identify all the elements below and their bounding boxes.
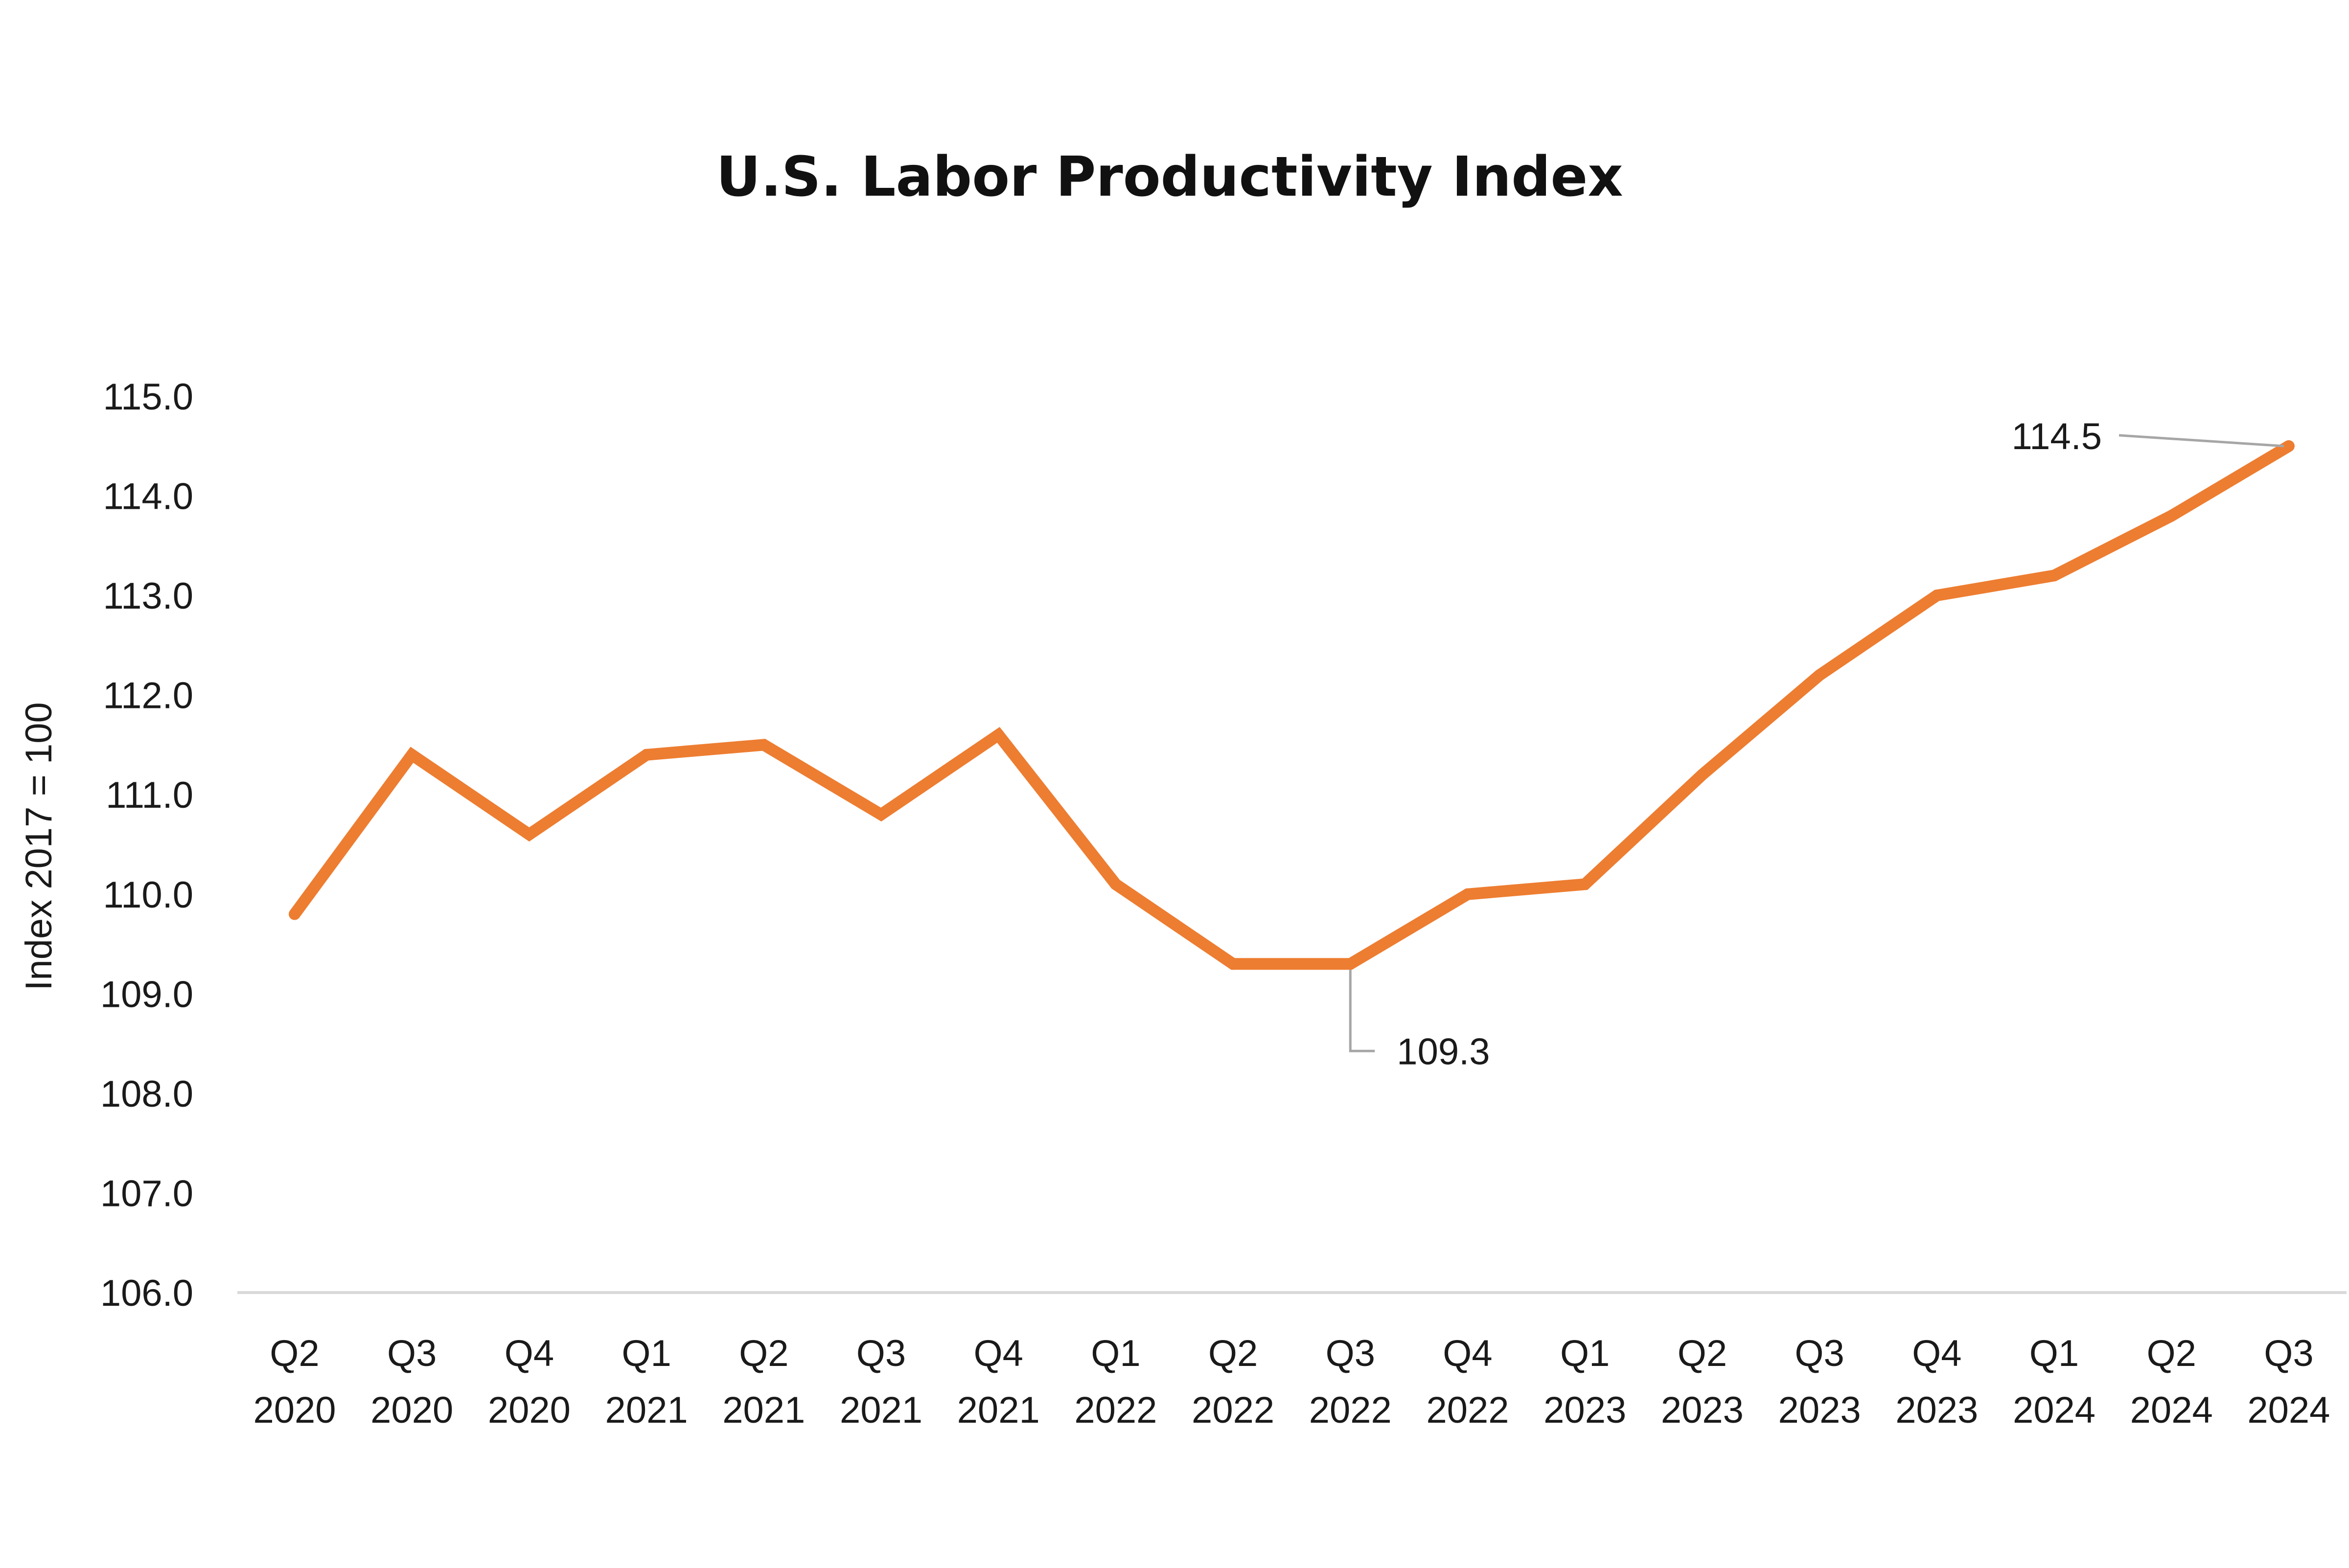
data-point <box>2048 569 2060 582</box>
x-tick-label-year: 2022 <box>1192 1389 1274 1431</box>
data-point <box>2165 510 2178 522</box>
x-tick-label-quarter: Q2 <box>1208 1333 1258 1374</box>
data-point <box>1579 878 1591 890</box>
y-axis-title: Index 2017 = 100 <box>18 702 60 991</box>
x-tick-label-quarter: Q1 <box>1560 1333 1610 1374</box>
y-tick-label: 112.0 <box>103 675 193 717</box>
x-tick-label-quarter: Q4 <box>1443 1333 1492 1374</box>
x-tick-label-year: 2024 <box>2247 1389 2330 1431</box>
data-label-min: 109.3 <box>1397 1031 1490 1072</box>
data-label-max: 114.5 <box>2011 416 2102 457</box>
data-point <box>523 828 535 841</box>
data-point <box>1814 669 1826 681</box>
data-point <box>406 749 418 761</box>
data-point <box>1462 888 1474 900</box>
data-point <box>1344 958 1357 970</box>
x-tick-label-quarter: Q3 <box>1795 1333 1844 1374</box>
chart-title: U.S. Labor Productivity Index <box>716 145 1623 209</box>
series-layer <box>289 440 2295 970</box>
y-tick-label: 113.0 <box>103 575 193 617</box>
y-tick-label: 114.0 <box>103 476 193 518</box>
series-line <box>290 441 2292 970</box>
x-tick-label-quarter: Q3 <box>2264 1333 2313 1374</box>
x-tick-label-quarter: Q3 <box>856 1333 906 1374</box>
y-tick-label: 108.0 <box>100 1073 193 1115</box>
x-tick-label-quarter: Q4 <box>1912 1333 1961 1374</box>
x-tick-label-year: 2021 <box>957 1389 1040 1431</box>
x-tick-label-quarter: Q2 <box>270 1333 319 1374</box>
data-point <box>1109 878 1122 890</box>
data-point <box>1227 958 1239 970</box>
x-tick-label-year: 2020 <box>488 1389 571 1431</box>
x-tick-label-year: 2023 <box>1661 1389 1744 1431</box>
data-point <box>1931 590 1943 602</box>
x-tick-label-quarter: Q3 <box>1326 1333 1375 1374</box>
x-tick-label-year: 2023 <box>1543 1389 1626 1431</box>
x-tick-label-quarter: Q1 <box>1091 1333 1140 1374</box>
x-tick-label-quarter: Q2 <box>1678 1333 1727 1374</box>
data-point <box>2282 440 2295 452</box>
y-tick-label: 115.0 <box>103 376 193 418</box>
x-tick-label-quarter: Q2 <box>2147 1333 2196 1374</box>
x-tick-label-quarter: Q4 <box>974 1333 1023 1374</box>
y-tick-label: 111.0 <box>106 774 193 816</box>
data-point <box>875 808 887 820</box>
x-tick-label-year: 2024 <box>2013 1389 2096 1431</box>
x-tick-label-quarter: Q3 <box>387 1333 437 1374</box>
data-point <box>1696 769 1708 781</box>
x-tick-label-year: 2022 <box>1074 1389 1157 1431</box>
x-tick-label-year: 2020 <box>253 1389 336 1431</box>
x-tick-label-year: 2020 <box>370 1389 453 1431</box>
x-tick-label-year: 2021 <box>605 1389 688 1431</box>
annotation-layer: 109.3 114.5 <box>1349 416 2284 1072</box>
x-tick-label-quarter: Q1 <box>2029 1333 2079 1374</box>
x-tick-label-quarter: Q1 <box>622 1333 671 1374</box>
data-point <box>289 908 300 920</box>
x-tick-label-year: 2024 <box>2130 1389 2213 1431</box>
x-tick-label-year: 2021 <box>722 1389 805 1431</box>
y-tick-label: 107.0 <box>100 1173 193 1214</box>
axis-layer: 106.0 107.0 108.0 109.0 110.0 111.0 112.0 113.0… <box>100 376 2347 1431</box>
x-tick-label-quarter: Q2 <box>739 1333 788 1374</box>
data-point <box>758 739 770 751</box>
x-tick-label-year: 2023 <box>1895 1389 1978 1431</box>
x-tick-label-quarter: Q4 <box>505 1333 554 1374</box>
annotation-leader <box>2119 434 2284 448</box>
data-point <box>992 729 1005 741</box>
annotation-leader <box>1349 970 1375 1052</box>
y-tick-label: 109.0 <box>100 974 193 1015</box>
x-tick-label-year: 2021 <box>840 1389 922 1431</box>
data-point <box>641 749 653 761</box>
y-tick-label: 106.0 <box>100 1273 193 1314</box>
x-tick-label-year: 2022 <box>1426 1389 1509 1431</box>
x-tick-label-year: 2023 <box>1778 1389 1861 1431</box>
y-tick-label: 110.0 <box>103 874 193 916</box>
x-tick-label-year: 2022 <box>1309 1389 1392 1431</box>
